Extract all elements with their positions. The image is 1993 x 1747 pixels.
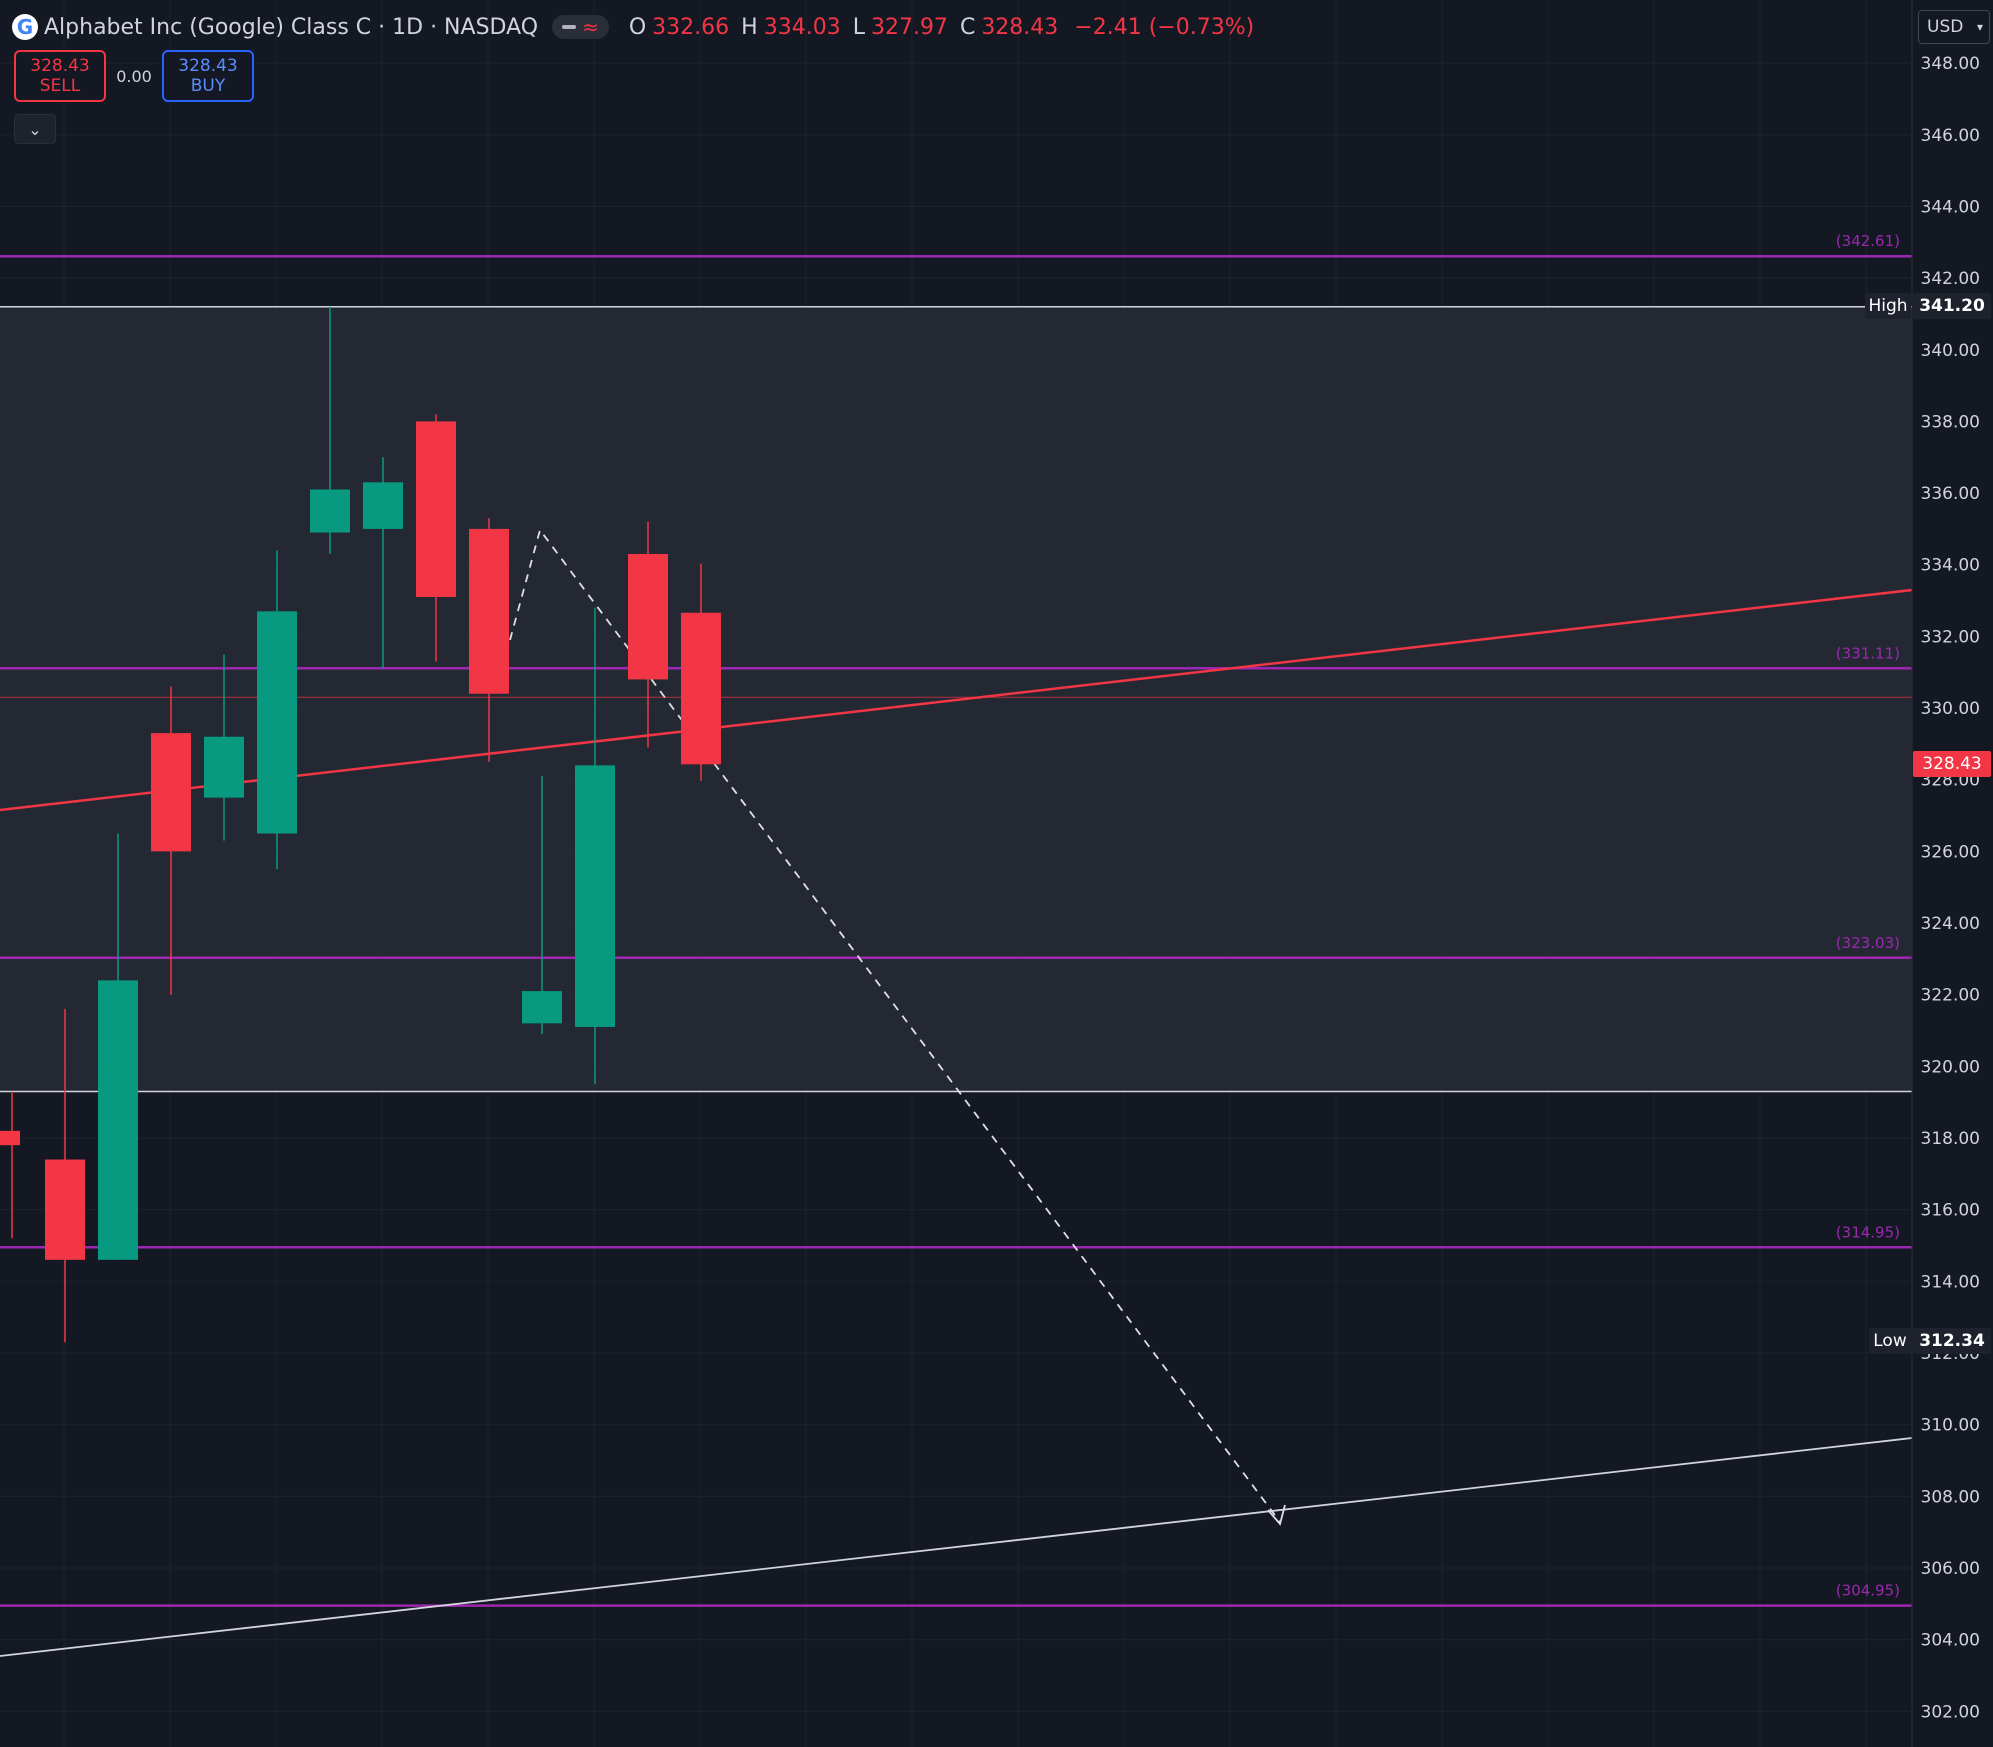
- candle-body: [575, 765, 615, 1027]
- price-tick-label: 338.00: [1921, 412, 1980, 432]
- candle-body: [681, 612, 721, 765]
- price-tick-label: 326.00: [1921, 842, 1980, 862]
- candle-down: [151, 686, 191, 995]
- chevron-down-icon: ▾: [1976, 20, 1983, 34]
- candle-body: [204, 736, 244, 798]
- price-change: −2.41 (−0.73%): [1074, 14, 1255, 40]
- buy-price: 328.43: [178, 56, 238, 76]
- low-value: 327.97: [870, 14, 948, 40]
- candle-body: [151, 733, 191, 852]
- candle-down: [0, 1091, 20, 1239]
- level-label: (304.95): [1836, 1582, 1900, 1600]
- close-value: 328.43: [981, 14, 1059, 40]
- sell-price: 328.43: [30, 56, 90, 76]
- candle-down: [628, 521, 668, 748]
- google-logo-icon: G: [12, 14, 38, 40]
- price-tick-label: 316.00: [1921, 1201, 1980, 1221]
- sell-label: SELL: [39, 76, 81, 96]
- high-tag-value: 341.20: [1913, 293, 1991, 319]
- level-label: (342.61): [1836, 232, 1900, 250]
- candle-down: [469, 518, 509, 762]
- candle-body: [0, 1130, 20, 1146]
- open-key: O: [628, 14, 647, 40]
- price-tick-label: 320.00: [1921, 1057, 1980, 1077]
- price-tick-label: 302.00: [1921, 1702, 1980, 1722]
- sell-button[interactable]: 328.43 SELL: [14, 50, 106, 102]
- price-tick-label: 344.00: [1921, 197, 1980, 217]
- symbol-title[interactable]: Alphabet Inc (Google) Class C · 1D · NAS…: [44, 14, 539, 40]
- level-label: (323.03): [1836, 934, 1900, 952]
- last-price-badge: 328.43: [1913, 751, 1991, 777]
- chart-header: G Alphabet Inc (Google) Class C · 1D · N…: [12, 10, 1254, 44]
- candle-body: [257, 611, 297, 834]
- level-labels: (342.61) (331.11) (323.03) (314.95) (304.95): [1836, 232, 1900, 1599]
- price-tick-label: 308.00: [1921, 1487, 1980, 1507]
- projection-arrowhead: [1267, 1504, 1286, 1526]
- candle-down: [681, 563, 721, 781]
- white-trend-line[interactable]: [0, 1437, 1913, 1657]
- candle-body: [628, 553, 668, 680]
- price-tick-label: 348.00: [1921, 54, 1980, 74]
- candle-body: [310, 489, 350, 533]
- candle-body: [522, 991, 562, 1024]
- currency-selector[interactable]: USD ▾: [1918, 10, 1990, 44]
- candle-up: [575, 607, 615, 1085]
- candle-body: [45, 1159, 85, 1260]
- low-tag-label: Low: [1869, 1328, 1911, 1354]
- price-tick-label: 304.00: [1921, 1631, 1980, 1651]
- price-tick-label: 324.00: [1921, 914, 1980, 934]
- buy-button[interactable]: 328.43 BUY: [162, 50, 254, 102]
- trade-panel: 328.43 SELL 0.00 328.43 BUY: [14, 50, 254, 102]
- minus-icon: [562, 25, 577, 29]
- price-axis-ticks: 302.00304.00306.00308.00310.00312.00314.…: [1921, 54, 1980, 1722]
- price-tick-label: 340.00: [1921, 341, 1980, 361]
- price-tick-label: 318.00: [1921, 1129, 1980, 1149]
- candle-up: [204, 654, 244, 841]
- candlestick-series: [0, 306, 721, 1343]
- candle-up: [310, 306, 350, 554]
- currency-label: USD: [1927, 17, 1964, 37]
- close-key: C: [959, 14, 976, 40]
- high-key: H: [741, 14, 758, 40]
- price-tick-label: 342.00: [1921, 269, 1980, 289]
- candle-up: [363, 457, 403, 669]
- level-label: (314.95): [1836, 1223, 1900, 1241]
- spread-value: 0.00: [116, 66, 152, 86]
- price-tick-label: 306.00: [1921, 1559, 1980, 1579]
- candle-down: [416, 414, 456, 662]
- price-tick-label: 336.00: [1921, 484, 1980, 504]
- price-tick-label: 310.00: [1921, 1416, 1980, 1436]
- price-tick-label: 346.00: [1921, 126, 1980, 146]
- candle-body: [98, 980, 138, 1260]
- candle-up: [98, 833, 138, 1260]
- support-resistance-levels: [0, 254, 1912, 1607]
- price-axis-panel: [1912, 0, 1993, 1747]
- chevron-down-icon: ⌄: [28, 119, 42, 139]
- open-value: 332.66: [652, 14, 730, 40]
- candle-down: [45, 1009, 85, 1343]
- price-tick-label: 334.00: [1921, 556, 1980, 576]
- low-tag-value: 312.34: [1913, 1328, 1991, 1354]
- price-tick-label: 330.00: [1921, 699, 1980, 719]
- candle-body: [469, 528, 509, 694]
- price-tick-label: 322.00: [1921, 986, 1980, 1006]
- level-label: (331.11): [1836, 644, 1900, 662]
- candle-body: [416, 421, 456, 597]
- price-tick-label: 332.00: [1921, 627, 1980, 647]
- candle-up: [257, 550, 297, 870]
- high-value: 334.03: [763, 14, 841, 40]
- collapse-legend-button[interactable]: ⌄: [14, 114, 56, 144]
- candle-up: [522, 776, 562, 1035]
- buy-label: BUY: [190, 76, 226, 96]
- low-key: L: [852, 14, 865, 40]
- indicator-toggle[interactable]: ≈: [552, 15, 609, 39]
- high-tag-label: High: [1865, 293, 1911, 319]
- wave-icon: ≈: [582, 15, 599, 39]
- red-trend-line[interactable]: [0, 588, 1913, 812]
- candle-body: [363, 482, 403, 529]
- price-tick-label: 314.00: [1921, 1272, 1980, 1292]
